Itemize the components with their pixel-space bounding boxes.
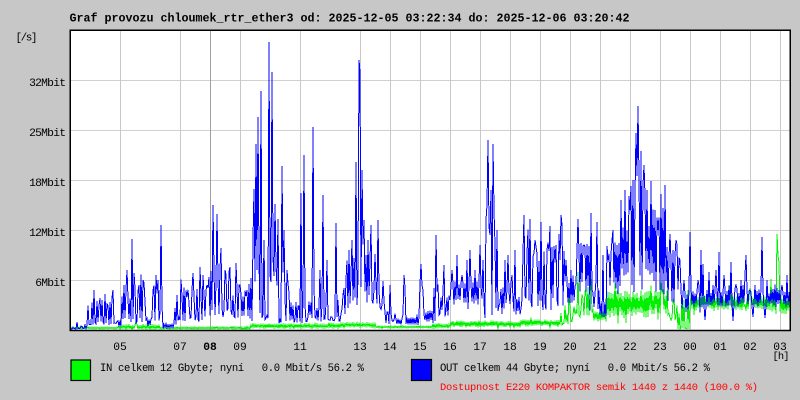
svg-text:22: 22	[623, 342, 637, 354]
svg-text:12Mbit: 12Mbit	[29, 228, 66, 240]
svg-text:02: 02	[743, 342, 757, 354]
svg-text:15: 15	[413, 342, 427, 354]
svg-text:09: 09	[233, 342, 247, 354]
svg-text:14: 14	[383, 342, 397, 354]
svg-text:03: 03	[773, 342, 787, 354]
svg-text:32Mbit: 32Mbit	[29, 78, 66, 90]
svg-text:21: 21	[593, 342, 607, 354]
svg-text:20: 20	[563, 342, 577, 354]
svg-text:18: 18	[503, 342, 517, 354]
svg-text:08: 08	[203, 342, 217, 354]
svg-text:00: 00	[683, 342, 697, 354]
svg-text:18Mbit: 18Mbit	[29, 178, 66, 190]
svg-text:11: 11	[293, 342, 307, 354]
svg-text:[/s]: [/s]	[16, 33, 38, 45]
svg-text:13: 13	[353, 342, 367, 354]
svg-text:07: 07	[173, 342, 187, 354]
svg-text:01: 01	[713, 342, 727, 354]
svg-text:25Mbit: 25Mbit	[29, 128, 66, 140]
svg-text:05: 05	[113, 342, 127, 354]
svg-text:IN celkem 12 Gbyte; nyní 0.0: IN celkem 12 Gbyte; nyní 0.0 Mbit/s 56.2…	[100, 363, 365, 375]
svg-text:6Mbit: 6Mbit	[35, 278, 66, 290]
svg-text:23: 23	[653, 342, 667, 354]
svg-text:Graf provozu chloumek_rtr_ethe: Graf provozu chloumek_rtr_ether3 od: 202…	[70, 12, 630, 26]
svg-text:16: 16	[443, 342, 457, 354]
svg-text:17: 17	[473, 342, 487, 354]
svg-text:Dostupnost E220 KOMPAKTOR semi: Dostupnost E220 KOMPAKTOR semik 1440 z 1…	[440, 382, 758, 394]
svg-text:19: 19	[533, 342, 547, 354]
svg-text:[h]: [h]	[773, 351, 790, 363]
svg-text:OUT celkem 44 Gbyte; nyní 0.: OUT celkem 44 Gbyte; nyní 0.0 Mbit/s 56.…	[440, 363, 711, 375]
